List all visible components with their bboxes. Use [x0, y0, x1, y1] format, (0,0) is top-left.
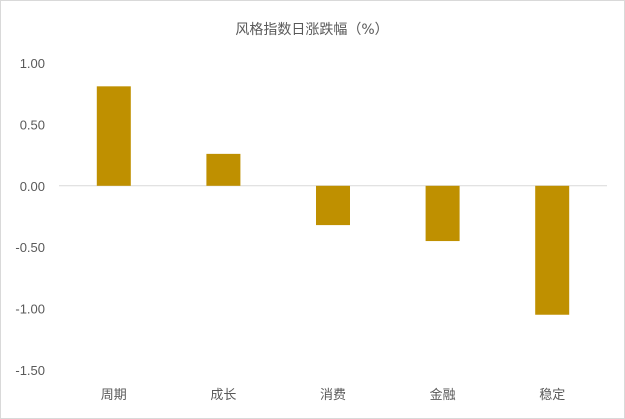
y-tick-label: 0.00 [20, 179, 45, 194]
y-tick-label: -1.00 [15, 302, 45, 317]
bar-4 [425, 185, 460, 242]
category-label: 成长 [210, 388, 236, 403]
bars-group [96, 86, 570, 315]
category-label: 周期 [101, 388, 127, 403]
bar-2 [206, 153, 241, 186]
y-axis-ticks: 1.00 0.50 0.00 -0.50 -1.00 -1.50 [15, 56, 45, 378]
y-tick-label: -1.50 [15, 363, 45, 378]
category-labels: 周期 成长 消费 金融 稳定 [101, 387, 565, 403]
y-tick-label: 0.50 [20, 117, 45, 132]
bar-3 [316, 185, 350, 226]
category-label: 金融 [430, 387, 456, 403]
chart-title: 风格指数日涨跌幅（%） [235, 22, 388, 38]
category-label: 消费 [320, 388, 346, 403]
y-tick-label: 1.00 [20, 56, 45, 71]
bar-1 [96, 86, 131, 186]
category-label: 稳定 [539, 387, 565, 403]
bar-5 [535, 185, 570, 315]
y-tick-label: -0.50 [15, 240, 45, 255]
